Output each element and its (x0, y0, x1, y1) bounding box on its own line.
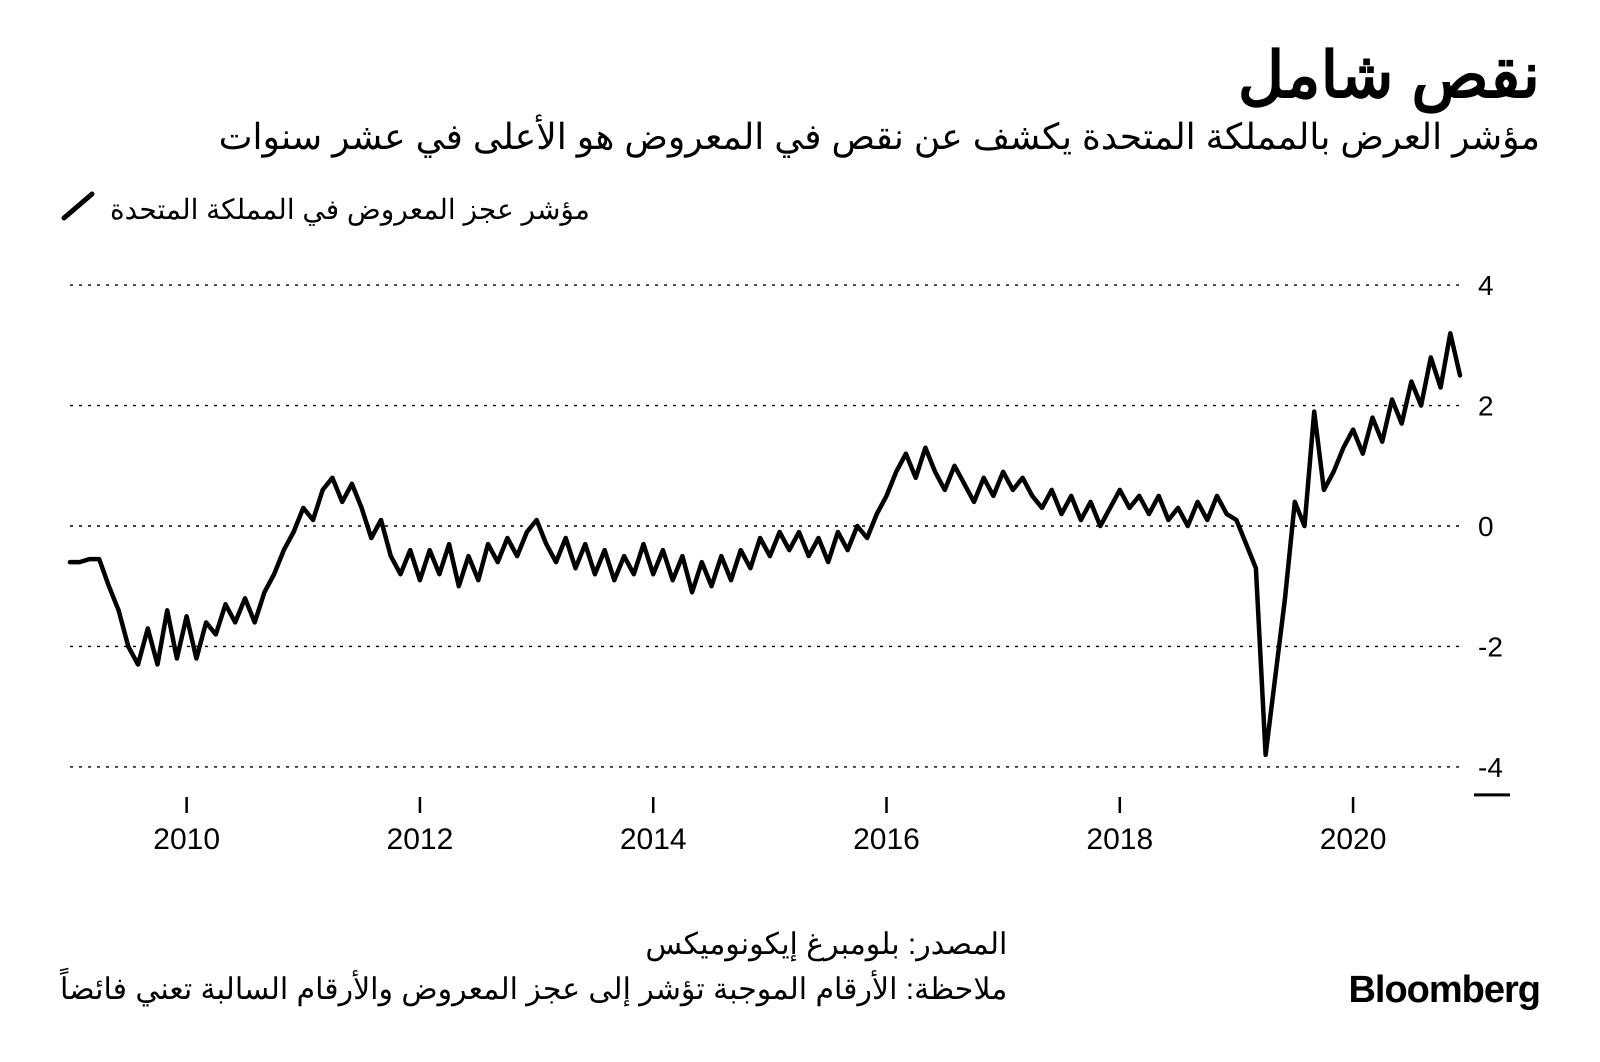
svg-text:2: 2 (1478, 391, 1494, 422)
note-line: ملاحظة: الأرقام الموجبة تؤشر إلى عجز الم… (60, 967, 1007, 1012)
svg-text:2016: 2016 (853, 823, 920, 856)
line-chart-svg: -4 -2 0 2 4 2010 2012 2014 2016 2018 2020 (60, 251, 1540, 871)
footer-text: المصدر: بلومبرغ إيكونوميكس ملاحظة: الأرق… (60, 922, 1007, 1012)
source-line: المصدر: بلومبرغ إيكونوميكس (60, 922, 1007, 967)
legend: مؤشر عجز المعروض في المملكة المتحدة (60, 188, 1540, 231)
svg-text:-2: -2 (1478, 632, 1503, 663)
svg-text:2020: 2020 (1320, 823, 1387, 856)
svg-text:4: 4 (1478, 270, 1494, 301)
svg-text:2014: 2014 (620, 823, 687, 856)
svg-text:0: 0 (1478, 511, 1494, 542)
svg-text:2012: 2012 (387, 823, 454, 856)
svg-text:2018: 2018 (1086, 823, 1153, 856)
bloomberg-logo: Bloomberg (1348, 969, 1540, 1012)
chart-plot-area: -4-2024201020122014201620182020 (60, 251, 1540, 811)
svg-text:-4: -4 (1478, 752, 1503, 783)
legend-label: مؤشر عجز المعروض في المملكة المتحدة (110, 193, 590, 226)
svg-text:2010: 2010 (153, 823, 220, 856)
chart-subtitle: مؤشر العرض بالمملكة المتحدة يكشف عن نقص … (60, 116, 1540, 158)
chart-title: نقص شامل (60, 40, 1540, 110)
legend-line-icon (60, 188, 96, 231)
